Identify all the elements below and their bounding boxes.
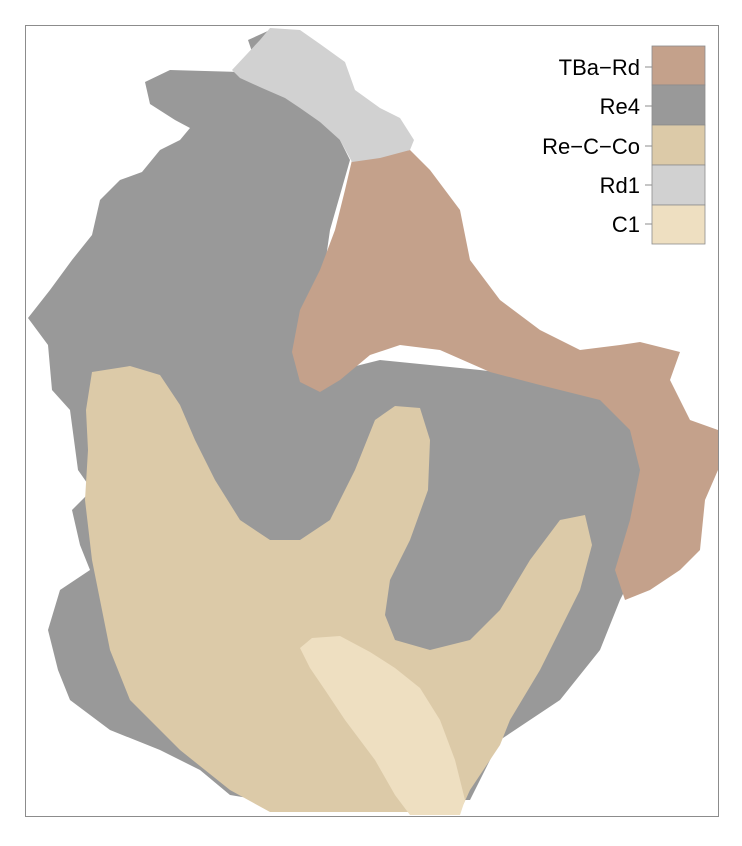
legend-label-c1: C1 [612, 212, 640, 237]
region-rd1 [232, 28, 414, 162]
legend-swatch-c1 [651, 204, 706, 245]
legend: TBa−Rd Re4 Re−C−Co Rd1 C1 [542, 45, 706, 245]
region-tba-rd [292, 150, 718, 600]
legend-swatch-tba-rd [651, 45, 706, 86]
legend-swatch-re-c-co [651, 124, 706, 166]
legend-swatch-rd1 [651, 164, 706, 206]
legend-label-re4: Re4 [600, 94, 640, 119]
legend-label-tba-rd: TBa−Rd [559, 55, 640, 80]
region-c1 [300, 636, 465, 815]
legend-label-re-c-co: Re−C−Co [542, 134, 640, 159]
legend-label-rd1: Rd1 [600, 173, 640, 198]
legend-swatch-re4 [651, 84, 706, 126]
region-re-c-co [85, 366, 592, 812]
